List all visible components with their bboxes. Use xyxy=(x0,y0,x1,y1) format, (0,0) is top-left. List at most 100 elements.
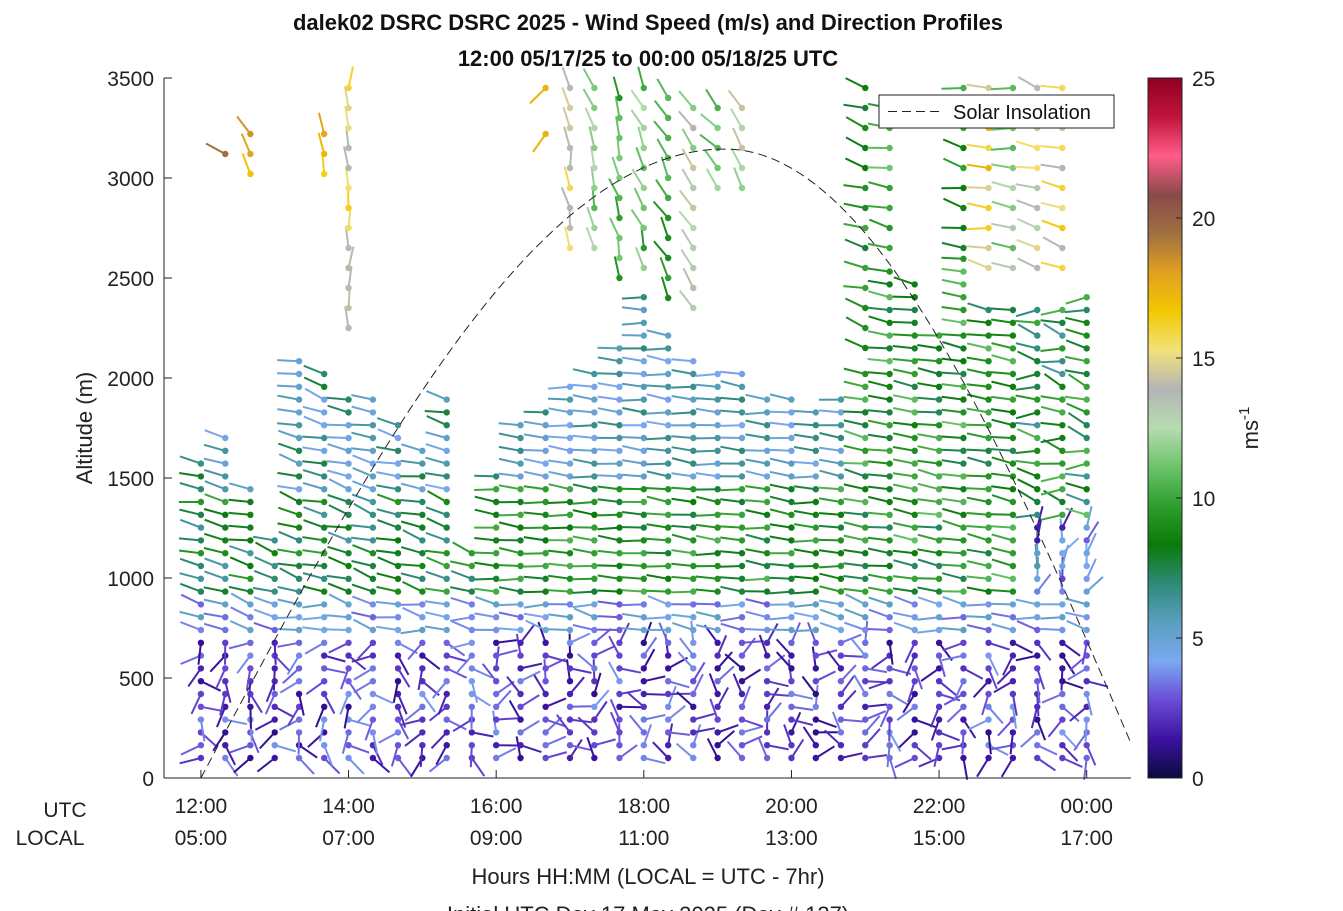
wind-barb-dot xyxy=(985,754,992,762)
wind-barb-stem xyxy=(671,562,694,567)
wind-barb-stem xyxy=(621,371,644,375)
wind-barb-dot xyxy=(591,84,598,92)
wind-barb-stem xyxy=(1040,405,1063,414)
wind-barb-stem xyxy=(203,612,226,619)
wind-barb-dot xyxy=(837,550,845,557)
wind-barb-stem xyxy=(328,504,349,516)
wind-barb-stem xyxy=(619,689,642,695)
wind-barb-stem xyxy=(671,358,694,363)
wind-barb-stem xyxy=(228,585,251,593)
wind-barb-stem xyxy=(597,526,620,531)
wind-barb-stem xyxy=(555,714,571,733)
wind-barb-stem xyxy=(372,744,384,766)
wind-barb-dot xyxy=(935,729,943,736)
x-tick-label-utc: 12:00 xyxy=(175,795,228,818)
colorbar-tick-label: 0 xyxy=(1192,768,1204,791)
wind-barb-stem xyxy=(498,611,521,619)
wind-barb-dot xyxy=(640,690,648,698)
wind-barb-dot xyxy=(295,652,303,659)
wind-barb-stem xyxy=(228,641,251,650)
wind-barb-stem xyxy=(1042,236,1063,249)
wind-barb-dot xyxy=(862,460,869,467)
wind-barb-stem xyxy=(990,513,1013,516)
wind-barb-stem xyxy=(917,367,940,375)
wind-barb-stem xyxy=(323,654,346,663)
wind-barb-dot xyxy=(886,626,893,634)
wind-barb-stem xyxy=(419,745,424,768)
wind-barb-stem xyxy=(348,718,370,727)
wind-barb-stem xyxy=(653,99,669,119)
wind-barb-dot xyxy=(616,486,623,493)
wind-barb-dot xyxy=(271,614,278,621)
wind-barb-stem xyxy=(892,458,915,465)
wind-barb-stem xyxy=(990,307,1013,311)
wind-barb-dot xyxy=(886,345,893,352)
wind-barb-stem xyxy=(997,718,1014,737)
wind-barb-stem xyxy=(1017,350,1038,363)
wind-barb-stem xyxy=(671,486,694,491)
wind-barb-stem xyxy=(203,457,226,465)
wind-barb-dot xyxy=(664,409,672,416)
wind-barb-stem xyxy=(695,462,718,466)
wind-barb-dot xyxy=(862,716,869,723)
wind-barb-stem xyxy=(343,86,350,109)
wind-barb-stem xyxy=(326,574,349,580)
wind-barb-dot xyxy=(345,626,352,634)
wind-barb-dot xyxy=(788,537,795,544)
wind-barb-stem xyxy=(426,390,448,401)
wind-barb-stem xyxy=(371,732,379,755)
wind-barb-stem xyxy=(1065,296,1088,305)
wind-barb-dot xyxy=(960,498,967,506)
wind-barb-dot xyxy=(862,396,869,403)
wind-barb-dot xyxy=(320,588,328,595)
wind-barb-stem xyxy=(968,718,989,731)
wind-barb-dot xyxy=(1034,434,1041,442)
wind-barb-stem xyxy=(990,436,1013,439)
wind-barb-dot xyxy=(492,716,500,723)
wind-barb-stem xyxy=(966,548,989,555)
wind-barb-stem xyxy=(350,536,374,542)
wind-barb-stem xyxy=(392,681,399,703)
wind-barb-stem xyxy=(203,508,226,516)
wind-barb-dot xyxy=(591,639,598,646)
wind-barb-dot xyxy=(591,601,598,608)
wind-barb-stem xyxy=(717,724,739,734)
wind-barb-stem xyxy=(966,83,989,89)
wind-barb-dot xyxy=(763,729,771,736)
wind-barb-dot xyxy=(517,639,524,646)
wind-barb-dot xyxy=(345,104,352,112)
wind-barb-dot xyxy=(295,562,303,570)
wind-barb-stem xyxy=(614,196,621,219)
wind-barb-stem xyxy=(400,629,423,635)
wind-barb-dot xyxy=(1009,588,1017,595)
wind-barb-dot xyxy=(517,716,524,723)
wind-barb-stem xyxy=(523,458,546,465)
wind-barb-dot xyxy=(394,652,402,659)
wind-barb-dot xyxy=(837,703,845,710)
wind-barb-stem xyxy=(277,562,300,567)
wind-barb-dot xyxy=(960,332,967,339)
wind-barb-dot xyxy=(542,652,549,659)
wind-barb-dot xyxy=(1083,614,1090,621)
wind-barb-dot xyxy=(542,626,549,634)
wind-barb-stem xyxy=(545,697,567,708)
wind-barb-dot xyxy=(369,588,377,595)
wind-barb-dot xyxy=(369,690,377,698)
wind-barb-stem xyxy=(843,419,866,427)
wind-barb-dot xyxy=(345,409,352,416)
wind-barb-stem xyxy=(203,532,226,542)
wind-barb-stem xyxy=(1041,219,1063,229)
wind-barb-dot xyxy=(1009,498,1017,506)
wind-barb-stem xyxy=(893,621,916,631)
wind-barb-stem xyxy=(323,757,341,775)
wind-barb-dot xyxy=(295,614,303,621)
wind-barb-dot xyxy=(935,601,943,608)
wind-barb-dot xyxy=(985,409,992,416)
wind-barb-dot xyxy=(788,511,795,518)
wind-barb-stem xyxy=(695,602,718,606)
wind-barb-stem xyxy=(506,675,522,695)
wind-barb-stem xyxy=(1085,693,1093,716)
wind-barb-dot xyxy=(295,383,303,390)
wind-barb-dot xyxy=(738,486,746,493)
wind-barb-dot xyxy=(443,409,450,416)
